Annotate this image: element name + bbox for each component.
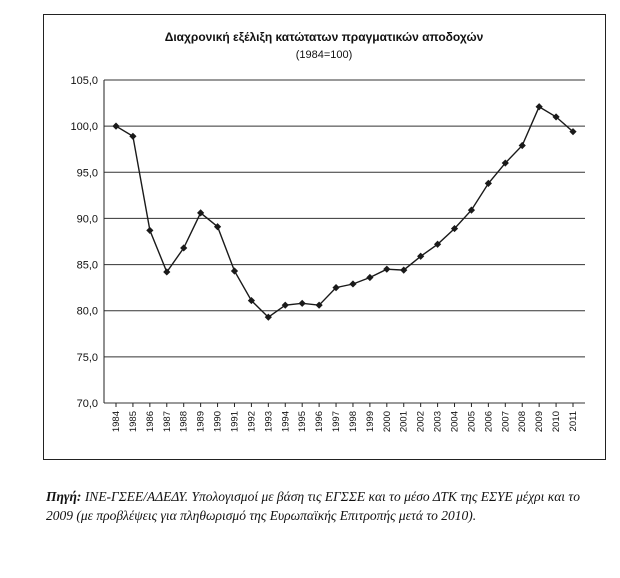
data-point xyxy=(400,266,408,274)
data-point xyxy=(230,267,239,275)
data-point xyxy=(433,240,442,248)
x-tick-label: 1992 xyxy=(246,411,257,432)
data-point xyxy=(315,301,323,309)
y-tick-label: 100,0 xyxy=(70,121,98,133)
data-point xyxy=(332,284,340,292)
x-tick-label: 2008 xyxy=(517,411,528,432)
data-point xyxy=(484,179,492,187)
source-text: ΙΝΕ-ΓΣΕΕ/ΑΔΕΔΥ. Υπολογισμοί με βάση τις … xyxy=(46,489,581,523)
data-point xyxy=(417,252,425,260)
x-tick-label: 1989 xyxy=(196,411,207,432)
x-tick-label: 2004 xyxy=(450,411,461,432)
data-point xyxy=(146,226,154,235)
data-point xyxy=(501,159,509,167)
axes xyxy=(103,80,574,407)
y-tick-label: 75,0 xyxy=(77,352,98,364)
data-point xyxy=(129,132,137,140)
data-point xyxy=(518,141,526,150)
x-tick-label: 1999 xyxy=(365,411,376,432)
data-point xyxy=(264,313,272,321)
data-point xyxy=(450,224,459,233)
data-point xyxy=(213,223,222,231)
data-point xyxy=(298,299,306,307)
source-label: Πηγή: xyxy=(46,489,82,504)
data-point xyxy=(552,113,560,121)
data-point xyxy=(112,122,120,130)
x-tick-label: 1998 xyxy=(348,411,359,432)
data-markers xyxy=(112,103,577,321)
x-tick-label: 1991 xyxy=(229,411,240,432)
x-tick-label: 2009 xyxy=(534,411,545,432)
chart-subtitle: (1984=100) xyxy=(296,49,353,61)
series-line xyxy=(115,105,574,319)
x-tick-label: 2002 xyxy=(416,411,427,432)
x-tick-label: 1988 xyxy=(179,411,190,432)
x-tick-label: 1984 xyxy=(111,411,122,432)
x-tick-label: 1995 xyxy=(297,411,308,432)
x-tick-label: 2005 xyxy=(466,411,477,432)
line-chart: Διαχρονική εξέλιξη κατώτατων πραγματικών… xyxy=(70,30,585,432)
x-tick-label: 1996 xyxy=(314,411,325,432)
data-point xyxy=(383,265,391,273)
data-point xyxy=(535,103,543,111)
data-point xyxy=(247,296,256,305)
x-tick-label: 2011 xyxy=(568,411,579,431)
chart-frame: Διαχρονική εξέλιξη κατώτατων πραγματικών… xyxy=(43,14,606,460)
y-tick-labels: 105,0 100,0 95,0 90,0 85,0 80,0 75,0 70,0 xyxy=(70,75,98,410)
x-tick-label: 2006 xyxy=(483,411,494,432)
x-tick-label: 2007 xyxy=(500,411,511,432)
x-tick-label: 1997 xyxy=(331,411,342,432)
x-tick-label: 2001 xyxy=(399,411,410,432)
data-point xyxy=(180,244,188,252)
data-point xyxy=(349,280,357,288)
x-tick-label: 2003 xyxy=(433,411,444,432)
y-tick-label: 90,0 xyxy=(77,213,98,225)
data-point xyxy=(569,128,577,136)
x-tick-label: 1987 xyxy=(162,411,173,432)
x-tick-label: 1994 xyxy=(280,411,291,432)
y-tick-label: 80,0 xyxy=(77,306,98,318)
y-tick-label: 105,0 xyxy=(70,75,98,87)
data-point xyxy=(163,268,171,276)
chart-title: Διαχρονική εξέλιξη κατώτατων πραγματικών… xyxy=(165,30,484,44)
x-tick-label: 1985 xyxy=(128,411,139,432)
data-point xyxy=(366,273,374,282)
y-tick-label: 70,0 xyxy=(77,398,98,410)
y-tick-label: 95,0 xyxy=(77,167,98,179)
source-note: Πηγή: ΙΝΕ-ΓΣΕΕ/ΑΔΕΔΥ. Υπολογισμοί με βάσ… xyxy=(46,487,606,525)
x-tick-label: 1986 xyxy=(145,411,156,432)
x-tick-label: 1993 xyxy=(263,411,274,432)
x-tick-label: 2000 xyxy=(382,411,393,432)
data-point xyxy=(467,206,476,214)
x-tick-labels: 1984 1985 1986 1987 1988 1989 1990 1991 1992 1993… xyxy=(111,411,579,432)
data-point xyxy=(197,209,205,217)
y-tick-label: 85,0 xyxy=(77,260,98,272)
x-tick-label: 1990 xyxy=(213,411,224,432)
grid-lines xyxy=(104,79,585,404)
x-tick-label: 2010 xyxy=(551,411,562,432)
